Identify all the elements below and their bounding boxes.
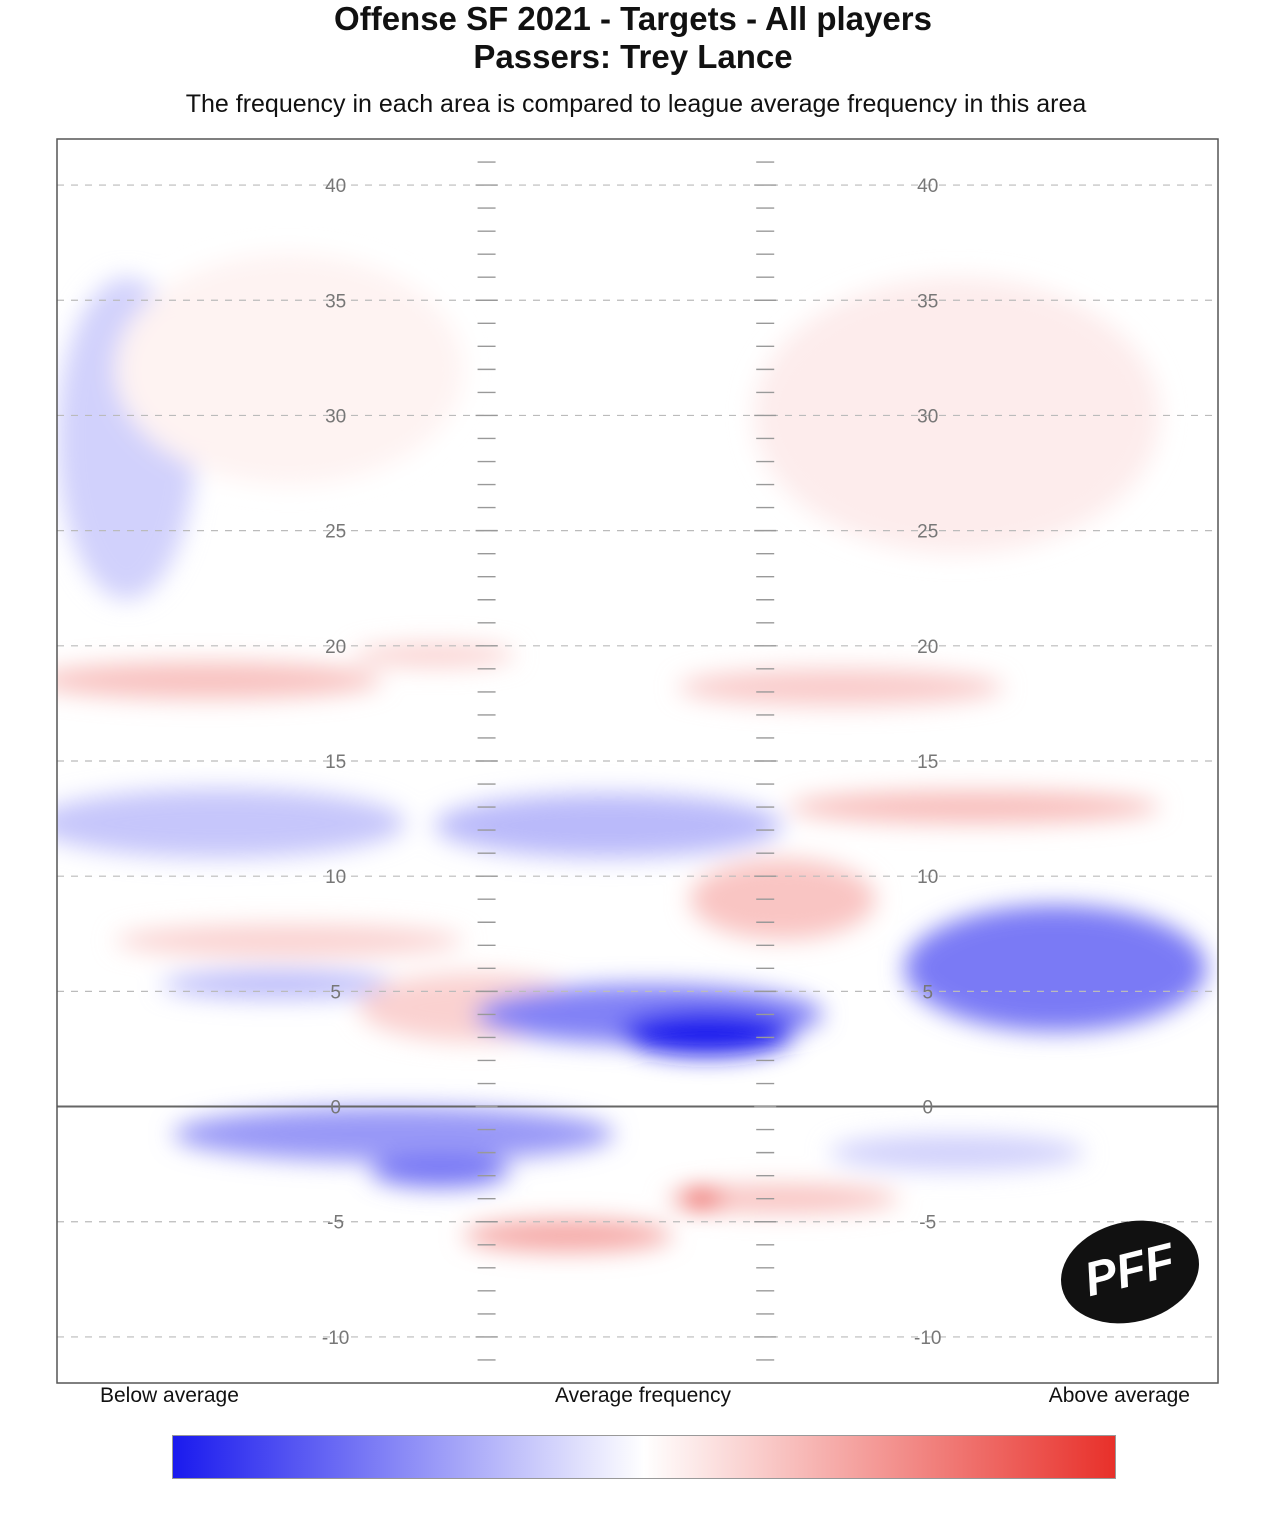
yard-tick-label: 40 [917, 176, 938, 197]
yard-tick-label: 20 [917, 637, 938, 658]
yard-tick-label: 25 [917, 522, 938, 543]
yard-tick-label: 35 [325, 291, 346, 312]
yard-tick-label: 5 [922, 982, 933, 1003]
heat-cell [463, 1219, 673, 1252]
yard-tick-label: -10 [322, 1328, 349, 1349]
chart-title: Offense SF 2021 - Targets - All players [334, 0, 932, 37]
heat-cell [57, 788, 406, 858]
heat-cell [666, 1184, 899, 1213]
yard-tick-label: 30 [325, 406, 346, 427]
hash-marks [475, 161, 777, 1361]
heat-cell [689, 858, 876, 940]
legend-high-label: Above average [1048, 1384, 1190, 1407]
heat-layer [57, 254, 1207, 1252]
heat-cell [161, 970, 394, 999]
yard-tick-label: 10 [917, 867, 938, 888]
yard-tick-label: 30 [917, 406, 938, 427]
yard-tick-label: 0 [330, 1098, 341, 1119]
heat-cell [904, 904, 1207, 1032]
yard-tick-label: 25 [325, 522, 346, 543]
heat-cell [829, 1134, 1085, 1172]
heat-cell [370, 1154, 510, 1188]
heat-cell [678, 1189, 725, 1208]
legend-mid-label: Average frequency [555, 1384, 731, 1407]
heat-cell [434, 793, 783, 858]
yard-tick-label: -10 [914, 1328, 941, 1349]
yard-tick-label: 0 [922, 1098, 933, 1119]
heat-cell [115, 254, 464, 485]
yard-tick-label: 5 [330, 982, 341, 1003]
yard-tick-label: 35 [917, 291, 938, 312]
heat-cell [173, 1106, 615, 1162]
heat-cell [620, 1009, 795, 1056]
yard-tick-label: 15 [325, 752, 346, 773]
legend-low-label: Below average [100, 1384, 239, 1407]
yard-tick-label: 15 [917, 752, 938, 773]
heat-cell [678, 668, 1004, 706]
yard-tick-label: 40 [325, 176, 346, 197]
pff-logo: PFF [1061, 1220, 1199, 1324]
yard-tick-label: 10 [325, 867, 346, 888]
yard-tick-label: 20 [325, 637, 346, 658]
yard-tick-label: -5 [919, 1213, 936, 1234]
heat-cell [353, 643, 516, 667]
heat-cell [115, 924, 464, 957]
plot-border [56, 138, 1219, 1384]
passer-subtitle: Passers: Trey Lance [473, 38, 793, 75]
heat-cell [57, 661, 383, 699]
yard-lines [57, 184, 1218, 1338]
chart-description: The frequency in each area is compared t… [185, 90, 1087, 118]
yard-tick-label: -5 [327, 1213, 344, 1234]
heat-cell [788, 790, 1160, 824]
color-scale-bar [172, 1435, 1116, 1479]
pff-logo-mark: PFF [1061, 1220, 1199, 1324]
yard-labels: -10 -10 -5 -5 0 0 5 5 10 10 15 15 20 20 25 25 30 30 35 35 40… [322, 176, 942, 1349]
